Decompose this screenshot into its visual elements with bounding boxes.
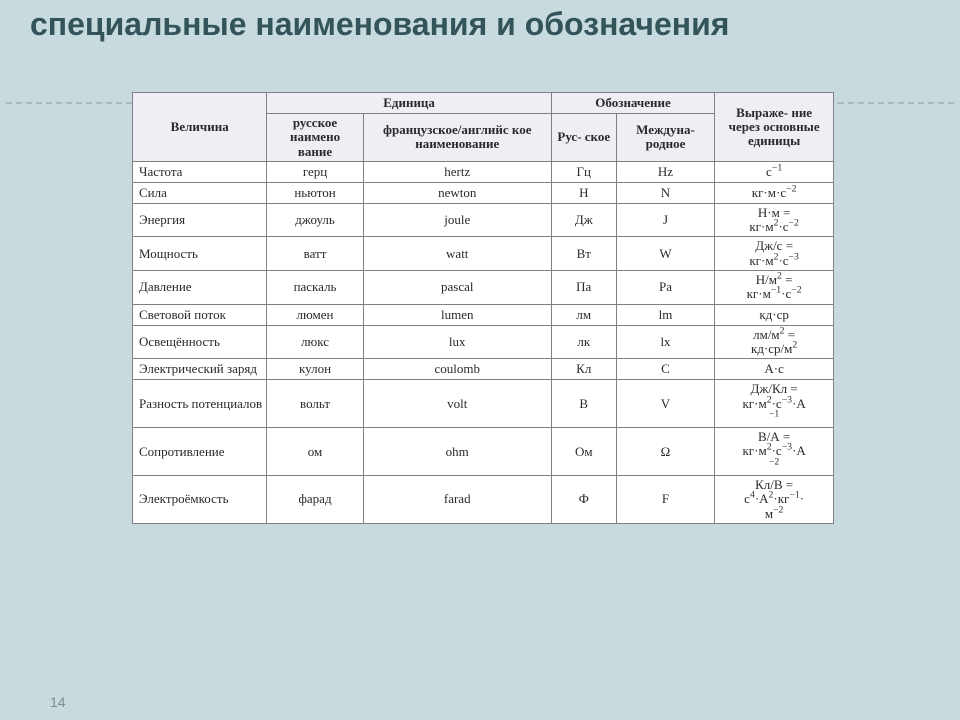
col-expression: Выраже- ние через основные единицы — [715, 93, 834, 162]
table-cell: W — [616, 237, 715, 271]
table-cell: лм/м2 =кд·ср/м2 — [715, 325, 834, 359]
table-cell: Сила — [133, 182, 267, 203]
table-cell: с−1 — [715, 161, 834, 182]
table-cell: Н·м =кг·м2·с−2 — [715, 203, 834, 237]
table-row: МощностьваттwattВтWДж/с =кг·м2·с−3 — [133, 237, 834, 271]
table-cell: joule — [363, 203, 551, 237]
table-cell: Pa — [616, 271, 715, 305]
slide-title: специальные наименования и обозначения — [30, 6, 930, 43]
table-cell: Дж/Кл =кг·м2·с−3·А−1 — [715, 380, 834, 428]
table-row: СиланьютонnewtonНNкг·м·с−2 — [133, 182, 834, 203]
table-cell: farad — [363, 476, 551, 524]
table-row: СопротивлениеомohmОмΩВ/А =кг·м2·с−3·А−2 — [133, 428, 834, 476]
col-unit-group: Единица — [267, 93, 551, 114]
table-cell: Дж/с =кг·м2·с−3 — [715, 237, 834, 271]
table-cell: lux — [363, 325, 551, 359]
table-cell: люмен — [267, 304, 363, 325]
table-row: ДавлениепаскальpascalПаPaН/м2 =кг·м−1·с−… — [133, 271, 834, 305]
table-cell: volt — [363, 380, 551, 428]
table-cell: Кл/В =с4·А2·кг−1·м−2 — [715, 476, 834, 524]
units-table: Величина Единица Обозначение Выраже- ние… — [132, 92, 834, 524]
table-cell: Световой поток — [133, 304, 267, 325]
table-cell: Вт — [551, 237, 616, 271]
page-number: 14 — [50, 694, 66, 710]
col-sym-ru: Рус- ское — [551, 114, 616, 162]
table-cell: Энергия — [133, 203, 267, 237]
table-cell: Освещённость — [133, 325, 267, 359]
units-table-wrap: Величина Единица Обозначение Выраже- ние… — [132, 92, 834, 524]
table-cell: Ω — [616, 428, 715, 476]
table-cell: Ф — [551, 476, 616, 524]
table-cell: ohm — [363, 428, 551, 476]
table-cell: Кл — [551, 359, 616, 380]
col-symbol-group: Обозначение — [551, 93, 714, 114]
table-cell: Дж — [551, 203, 616, 237]
col-ru-name: русское наимено вание — [267, 114, 363, 162]
table-cell: Н — [551, 182, 616, 203]
table-row: Световой потоклюменlumenлмlmкд·ср — [133, 304, 834, 325]
table-cell: герц — [267, 161, 363, 182]
table-cell: C — [616, 359, 715, 380]
table-cell: Электроёмкость — [133, 476, 267, 524]
table-cell: N — [616, 182, 715, 203]
table-cell: watt — [363, 237, 551, 271]
table-cell: Hz — [616, 161, 715, 182]
table-cell: Электрический заряд — [133, 359, 267, 380]
table-cell: В/А =кг·м2·с−3·А−2 — [715, 428, 834, 476]
table-cell: ньютон — [267, 182, 363, 203]
table-cell: F — [616, 476, 715, 524]
table-cell: лм — [551, 304, 616, 325]
table-cell: Н/м2 =кг·м−1·с−2 — [715, 271, 834, 305]
table-cell: ватт — [267, 237, 363, 271]
table-cell: V — [616, 380, 715, 428]
table-row: ЭлектроёмкостьфарадfaradФFКл/В =с4·А2·кг… — [133, 476, 834, 524]
table-cell: Частота — [133, 161, 267, 182]
table-cell: lumen — [363, 304, 551, 325]
table-cell: J — [616, 203, 715, 237]
table-body: ЧастотагерцhertzГцHzс−1СиланьютонnewtonН… — [133, 161, 834, 523]
table-cell: джоуль — [267, 203, 363, 237]
table-cell: фарад — [267, 476, 363, 524]
table-cell: ом — [267, 428, 363, 476]
table-cell: А·с — [715, 359, 834, 380]
table-cell: вольт — [267, 380, 363, 428]
table-cell: Сопротивление — [133, 428, 267, 476]
table-cell: люкс — [267, 325, 363, 359]
table-cell: pascal — [363, 271, 551, 305]
table-cell: hertz — [363, 161, 551, 182]
slide: специальные наименования и обозначения В… — [0, 0, 960, 720]
table-cell: Па — [551, 271, 616, 305]
table-cell: кг·м·с−2 — [715, 182, 834, 203]
col-quantity: Величина — [133, 93, 267, 162]
table-cell: lm — [616, 304, 715, 325]
table-cell: кд·ср — [715, 304, 834, 325]
table-row: ЧастотагерцhertzГцHzс−1 — [133, 161, 834, 182]
table-row: Освещённостьлюксluxлкlxлм/м2 =кд·ср/м2 — [133, 325, 834, 359]
table-row: Разность потенциаловвольтvoltВVДж/Кл =кг… — [133, 380, 834, 428]
table-cell: паскаль — [267, 271, 363, 305]
table-head: Величина Единица Обозначение Выраже- ние… — [133, 93, 834, 162]
table-row: Электрический зарядкулонcoulombКлCА·с — [133, 359, 834, 380]
table-cell: Ом — [551, 428, 616, 476]
table-cell: Мощность — [133, 237, 267, 271]
table-cell: кулон — [267, 359, 363, 380]
table-cell: лк — [551, 325, 616, 359]
col-en-name: французское/английс кое наименование — [363, 114, 551, 162]
table-cell: В — [551, 380, 616, 428]
table-cell: lx — [616, 325, 715, 359]
table-cell: Давление — [133, 271, 267, 305]
table-row: ЭнергияджоульjouleДжJН·м =кг·м2·с−2 — [133, 203, 834, 237]
table-cell: coulomb — [363, 359, 551, 380]
col-sym-int: Междуна- родное — [616, 114, 715, 162]
table-cell: Разность потенциалов — [133, 380, 267, 428]
table-cell: Гц — [551, 161, 616, 182]
table-cell: newton — [363, 182, 551, 203]
